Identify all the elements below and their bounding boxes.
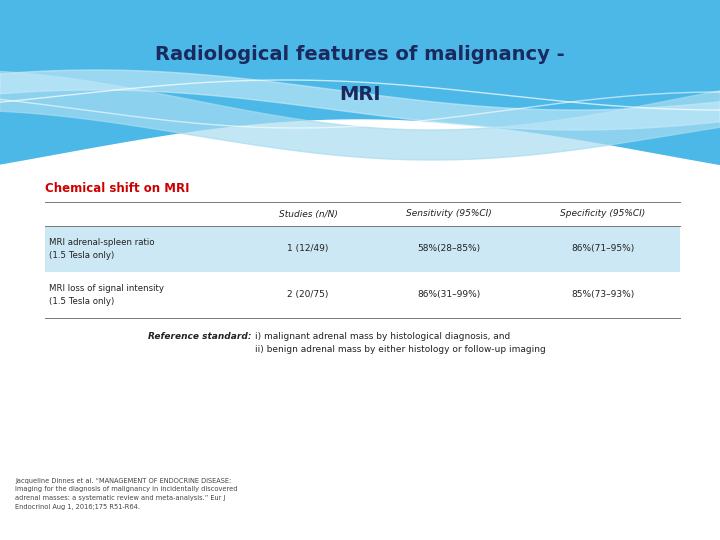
Text: 86%(31–99%): 86%(31–99%): [418, 291, 481, 300]
Bar: [0, 0, 720, 170]
Text: Sensitivity (95%CI): Sensitivity (95%CI): [406, 210, 492, 219]
Text: Specificity (95%CI): Specificity (95%CI): [560, 210, 646, 219]
Text: 2 (20/75): 2 (20/75): [287, 291, 328, 300]
Text: Radiological features of malignancy -: Radiological features of malignancy -: [156, 45, 564, 64]
Text: Studies (n/N): Studies (n/N): [279, 210, 338, 219]
Bar: [0, 170, 720, 540]
Text: Jacqueline Dinnes et al. “MANAGEMENT OF ENDOCRINE DISEASE:
Imaging for the diagn: Jacqueline Dinnes et al. “MANAGEMENT OF …: [15, 478, 238, 510]
Text: 86%(71–95%): 86%(71–95%): [572, 245, 634, 253]
Text: Reference standard:: Reference standard:: [148, 332, 252, 341]
Text: MRI loss of signal intensity
(1.5 Tesla only): MRI loss of signal intensity (1.5 Tesla …: [49, 284, 164, 306]
Text: Chemical shift on MRI: Chemical shift on MRI: [45, 181, 189, 194]
Text: MRI: MRI: [339, 85, 381, 105]
Text: 58%(28–85%): 58%(28–85%): [418, 245, 481, 253]
Text: MRI adrenal-spleen ratio
(1.5 Tesla only): MRI adrenal-spleen ratio (1.5 Tesla only…: [49, 238, 155, 260]
Text: ii) benign adrenal mass by either histology or follow-up imaging: ii) benign adrenal mass by either histol…: [255, 345, 546, 354]
Text: i) malignant adrenal mass by histological diagnosis, and: i) malignant adrenal mass by histologica…: [255, 332, 510, 341]
Bar: [45, 272, 680, 318]
Text: 85%(73–93%): 85%(73–93%): [572, 291, 634, 300]
Text: 1 (12/49): 1 (12/49): [287, 245, 328, 253]
Bar: [45, 226, 680, 272]
